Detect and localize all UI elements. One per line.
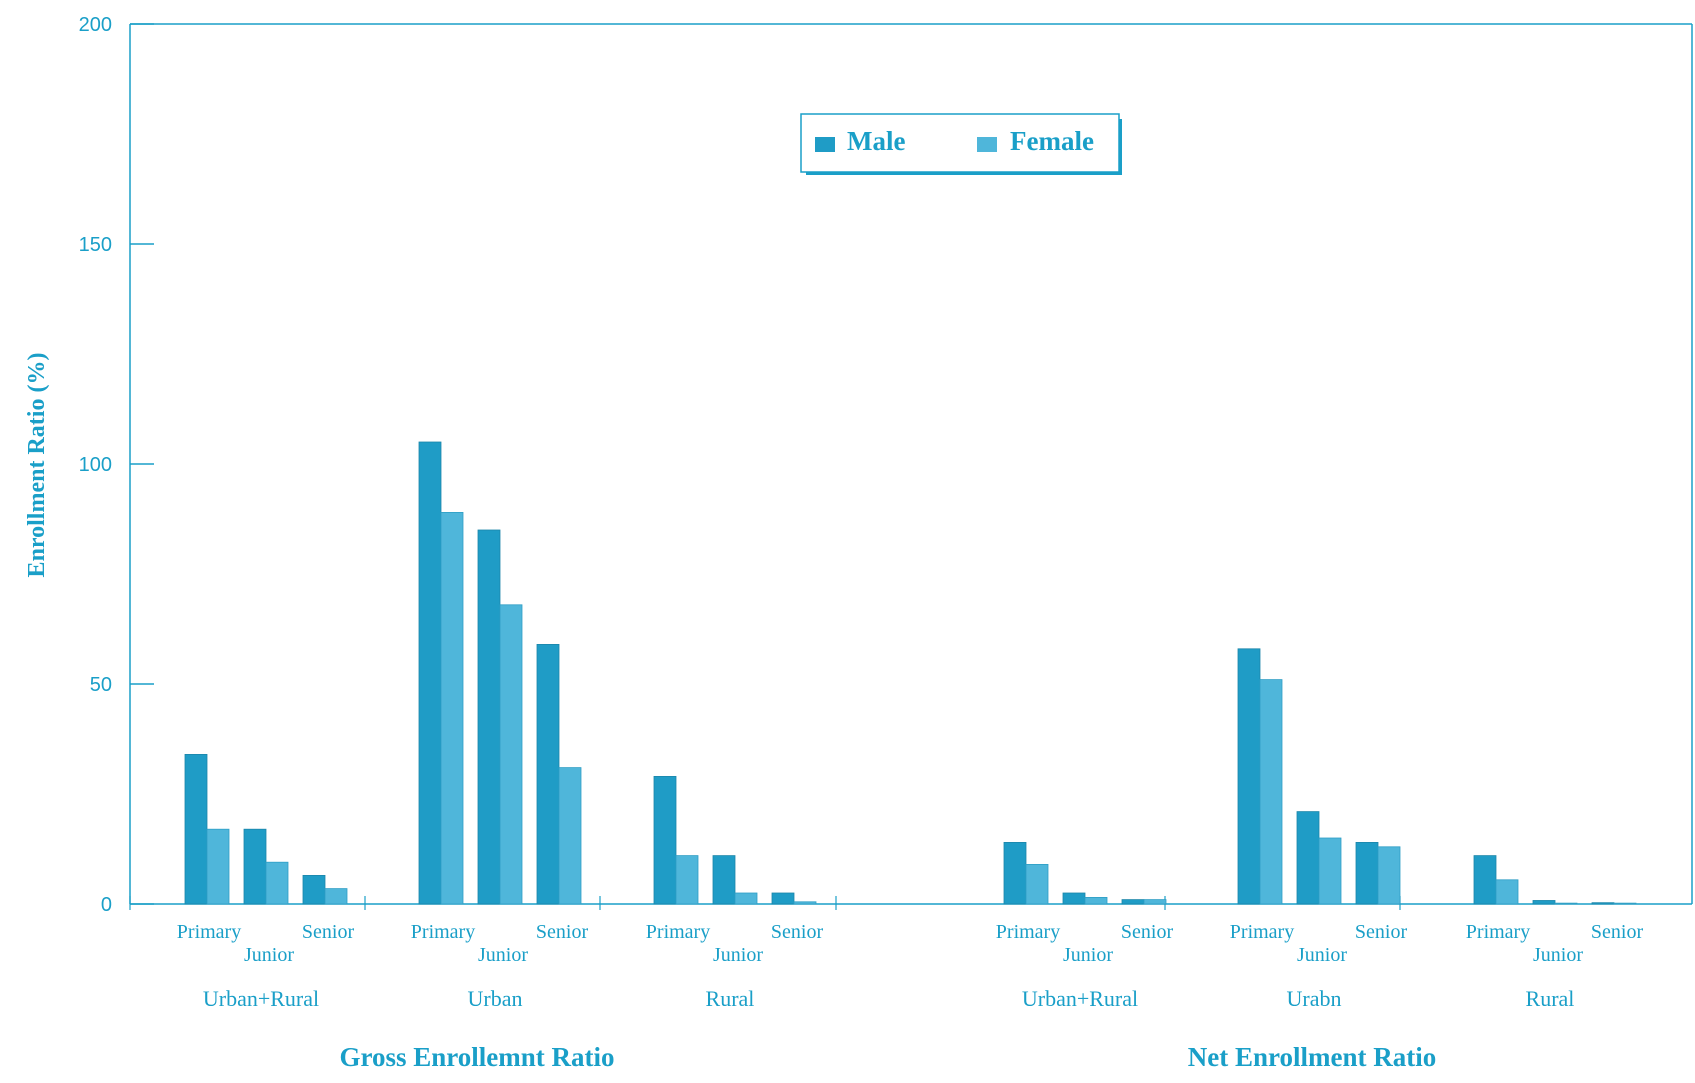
bar-male — [1296, 811, 1320, 905]
bar-male — [418, 441, 442, 905]
level-label-primary: Primary — [177, 921, 241, 943]
axes: 0 50 100 150 200 — [79, 14, 1693, 916]
bar-male — [302, 875, 326, 905]
bar-female — [265, 861, 289, 905]
level-label-senior: Senior — [536, 921, 589, 943]
bar-female — [734, 892, 758, 905]
level-label-senior: Senior — [302, 921, 355, 943]
bar-female — [1377, 846, 1401, 905]
level-label-junior: Junior — [1063, 944, 1113, 966]
bar-male — [1473, 855, 1497, 905]
bar-female — [1143, 899, 1167, 905]
level-label-primary: Primary — [1466, 921, 1530, 943]
bar-female — [1554, 902, 1578, 905]
section-label: Net Enrollment Ratio — [1188, 1042, 1436, 1072]
bar-male — [771, 892, 795, 905]
level-label-senior: Senior — [771, 921, 824, 943]
bar-female — [206, 828, 230, 905]
bar-female — [793, 901, 817, 905]
group-label: Rural — [706, 986, 755, 1011]
level-label-junior: Junior — [478, 944, 528, 966]
legend-label-male: Male — [847, 126, 905, 156]
legend-box — [800, 113, 1120, 173]
bar-male — [243, 828, 267, 905]
bar-female — [324, 888, 348, 905]
y-tick-label: 200 — [79, 14, 112, 36]
level-label-junior: Junior — [244, 944, 294, 966]
bar-male — [1237, 648, 1261, 905]
bar-female — [1318, 837, 1342, 905]
group-label: Rural — [1526, 986, 1575, 1011]
bar-male — [1062, 892, 1086, 905]
level-label-junior: Junior — [713, 944, 763, 966]
level-label-primary: Primary — [646, 921, 710, 943]
bar-female — [1495, 879, 1519, 905]
bar-male — [1003, 842, 1027, 905]
bar-female — [499, 604, 523, 905]
y-tick-label: 0 — [101, 894, 112, 916]
bar-female — [1259, 679, 1283, 905]
section-label: Gross Enrollemnt Ratio — [339, 1042, 614, 1072]
y-tick-label: 150 — [79, 234, 112, 256]
bar-female — [1084, 897, 1108, 905]
level-label-junior: Junior — [1533, 944, 1583, 966]
bar-female — [558, 767, 582, 905]
legend-swatch-female — [977, 137, 997, 152]
bar-female — [1025, 864, 1049, 905]
bar-female — [440, 512, 464, 905]
y-tick-label: 100 — [79, 454, 112, 476]
bar-male — [1591, 902, 1615, 905]
group-label: Urabn — [1287, 986, 1342, 1011]
level-label-senior: Senior — [1355, 921, 1408, 943]
level-label-senior: Senior — [1121, 921, 1174, 943]
y-tick-label: 50 — [90, 674, 112, 696]
legend-label-female: Female — [1010, 126, 1094, 156]
bar-male — [536, 644, 560, 905]
group-label: Urban+Rural — [1022, 986, 1138, 1011]
bar-male — [1532, 900, 1556, 905]
group-label: Urban+Rural — [203, 986, 319, 1011]
bar-female — [675, 855, 699, 905]
level-label-primary: Primary — [996, 921, 1060, 943]
bars — [184, 441, 1637, 905]
bar-male — [1121, 899, 1145, 905]
bar-male — [184, 754, 208, 905]
level-label-junior: Junior — [1297, 944, 1347, 966]
bar-male — [1355, 842, 1379, 905]
level-label-senior: Senior — [1591, 921, 1644, 943]
legend-swatch-male — [815, 137, 835, 152]
group-label: Urban — [468, 986, 523, 1011]
bar-male — [653, 776, 677, 905]
bar-female — [1613, 902, 1637, 905]
legend: Male Female — [800, 113, 1122, 175]
bar-male — [712, 855, 736, 905]
bar-male — [477, 529, 501, 905]
level-label-primary: Primary — [411, 921, 475, 943]
level-label-primary: Primary — [1230, 921, 1294, 943]
y-axis-label: Enrollment Ratio (%) — [24, 353, 50, 578]
category-labels: PrimaryJuniorSeniorUrban+RuralPrimaryJun… — [177, 921, 1644, 1072]
